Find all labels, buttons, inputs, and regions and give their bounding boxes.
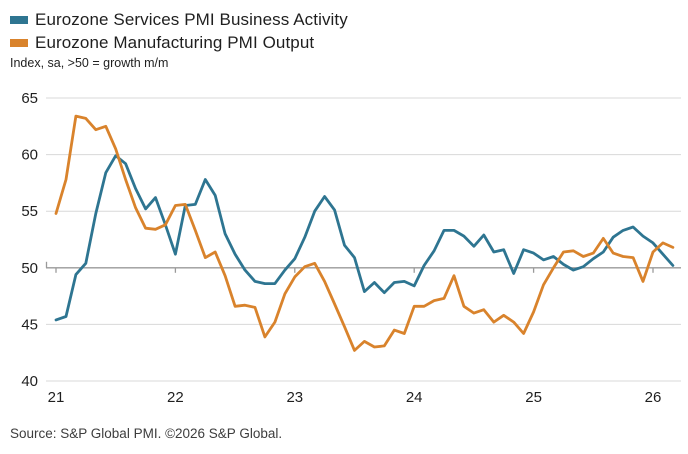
y-axis-label: 40	[21, 373, 38, 390]
legend-item-manufacturing: Eurozone Manufacturing PMI Output	[10, 31, 348, 54]
legend: Eurozone Services PMI Business Activity …	[10, 8, 348, 54]
y-axis-label: 45	[21, 316, 38, 333]
source-note: Source: S&P Global PMI. ©2026 S&P Global…	[10, 426, 283, 441]
x-axis-label: 23	[286, 389, 303, 406]
manufacturing-line	[54, 114, 675, 352]
x-axis-label: 22	[167, 389, 184, 406]
y-axis-label: 50	[21, 260, 38, 277]
y-axis-label: 65	[21, 90, 38, 107]
x-axis-label: 21	[48, 389, 65, 406]
legend-item-services: Eurozone Services PMI Business Activity	[10, 8, 348, 31]
x-axis-label: 24	[406, 389, 423, 406]
services-legend-swatch	[10, 15, 28, 24]
y-axis-label: 55	[21, 203, 38, 220]
manufacturing-legend-label: Eurozone Manufacturing PMI Output	[35, 32, 315, 52]
x-axis-label: 25	[525, 389, 542, 406]
services-legend-label: Eurozone Services PMI Business Activity	[35, 9, 348, 29]
services-line	[54, 154, 675, 322]
x-axis-label: 26	[645, 389, 662, 406]
chart-subtitle: Index, sa, >50 = growth m/m	[10, 56, 169, 70]
manufacturing-legend-swatch	[10, 38, 28, 47]
y-axis-label: 60	[21, 147, 38, 164]
